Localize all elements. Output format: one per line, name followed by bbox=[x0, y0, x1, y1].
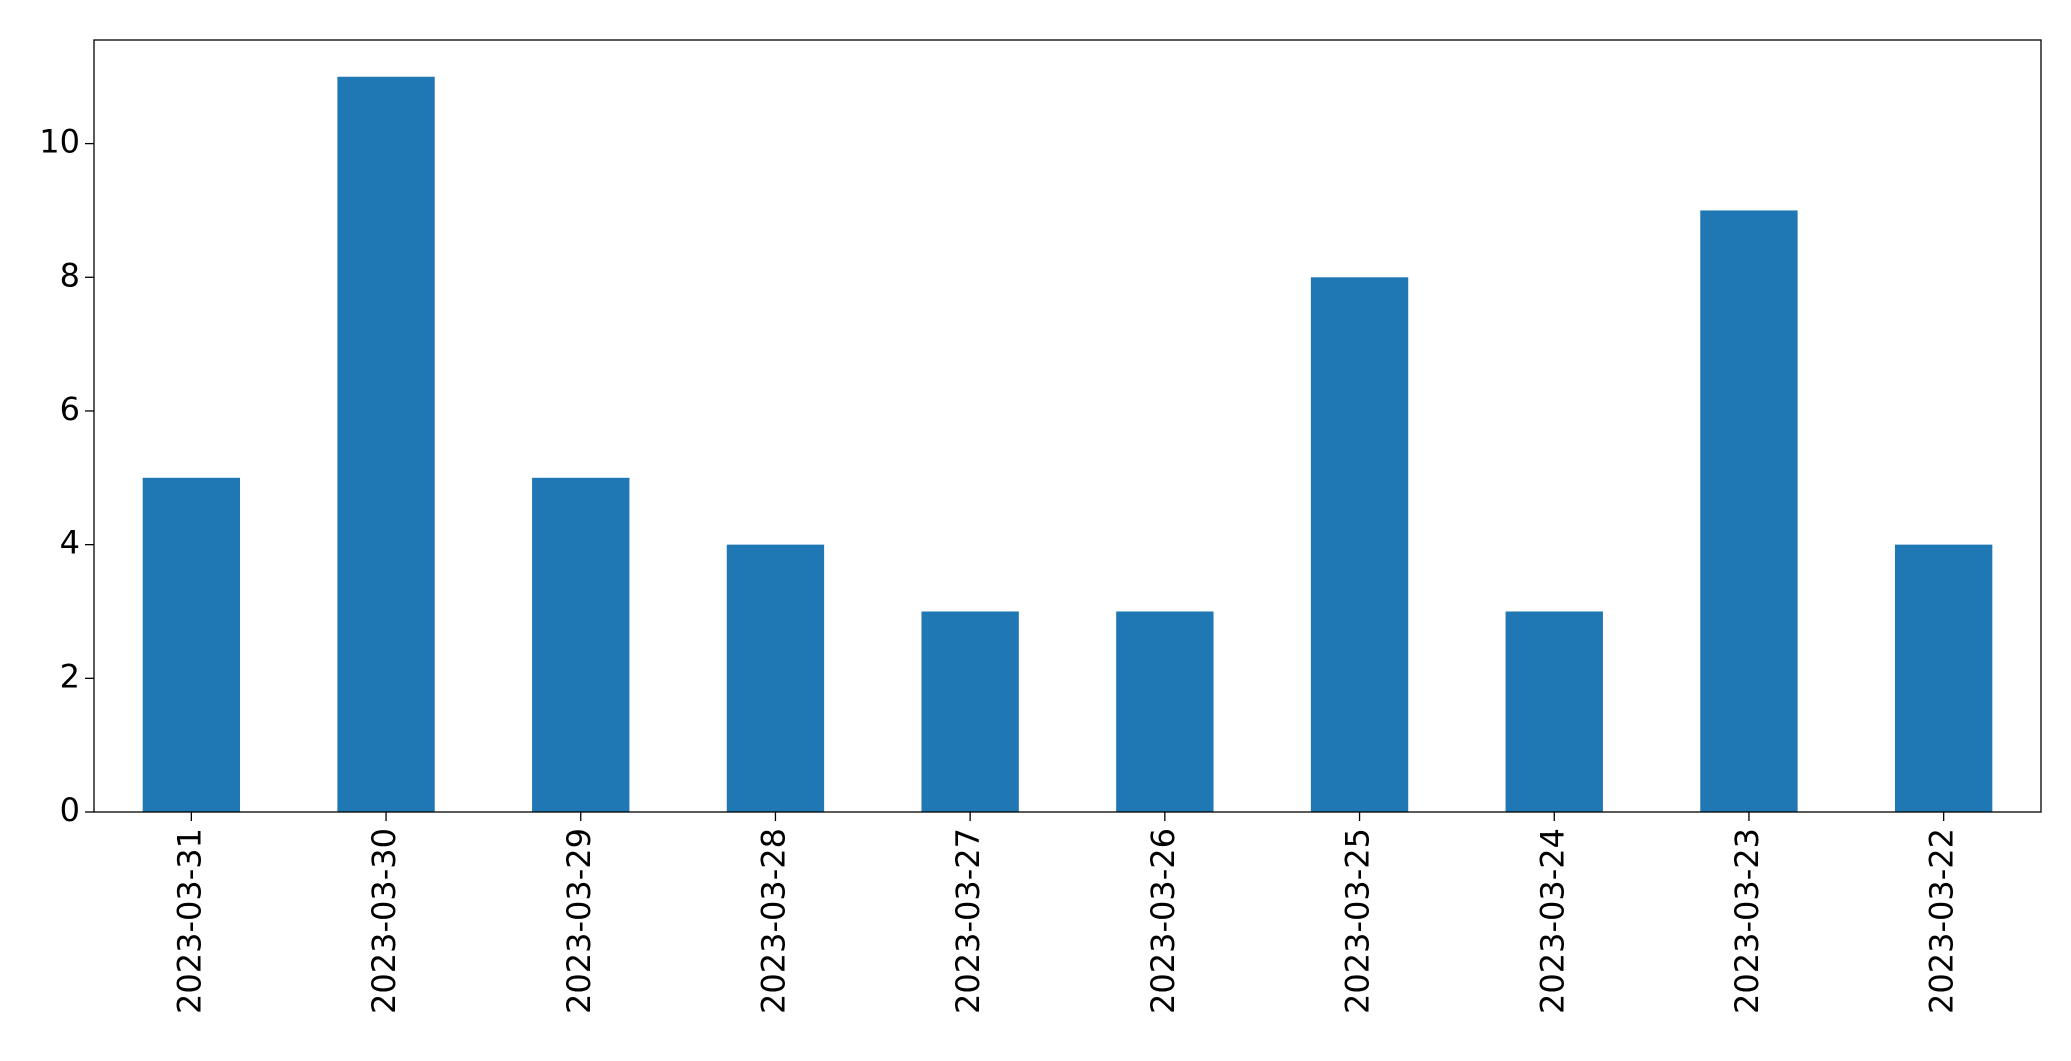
x-tick-label: 2023-03-27 bbox=[949, 828, 987, 1014]
y-tick-label: 10 bbox=[39, 123, 80, 161]
bar bbox=[532, 477, 630, 812]
bar bbox=[337, 76, 435, 812]
bar bbox=[1894, 544, 1993, 812]
y-tick-label: 0 bbox=[60, 791, 80, 829]
y-tick-label: 4 bbox=[60, 524, 80, 562]
bar bbox=[1310, 277, 1409, 812]
x-tick-label: 2023-03-28 bbox=[754, 828, 792, 1014]
bar bbox=[1116, 611, 1214, 812]
y-tick-label: 6 bbox=[60, 390, 80, 428]
y-tick-label: 8 bbox=[60, 256, 80, 294]
x-tick-label: 2023-03-29 bbox=[560, 828, 598, 1014]
bar bbox=[726, 544, 825, 812]
x-tick-label: 2023-03-26 bbox=[1144, 828, 1182, 1014]
x-tick-label: 2023-03-23 bbox=[1728, 828, 1766, 1014]
bar bbox=[142, 477, 241, 812]
x-tick-label: 2023-03-22 bbox=[1923, 828, 1961, 1014]
bar bbox=[1700, 210, 1798, 813]
plot-frame bbox=[93, 39, 2042, 813]
bar bbox=[1505, 611, 1603, 812]
x-tick-label: 2023-03-24 bbox=[1533, 828, 1571, 1014]
bar bbox=[921, 611, 1019, 812]
x-tick-label: 2023-03-31 bbox=[170, 828, 208, 1014]
y-tick-label: 2 bbox=[60, 657, 80, 695]
x-tick-label: 2023-03-25 bbox=[1339, 828, 1377, 1014]
x-tick-label: 2023-03-30 bbox=[365, 828, 403, 1014]
